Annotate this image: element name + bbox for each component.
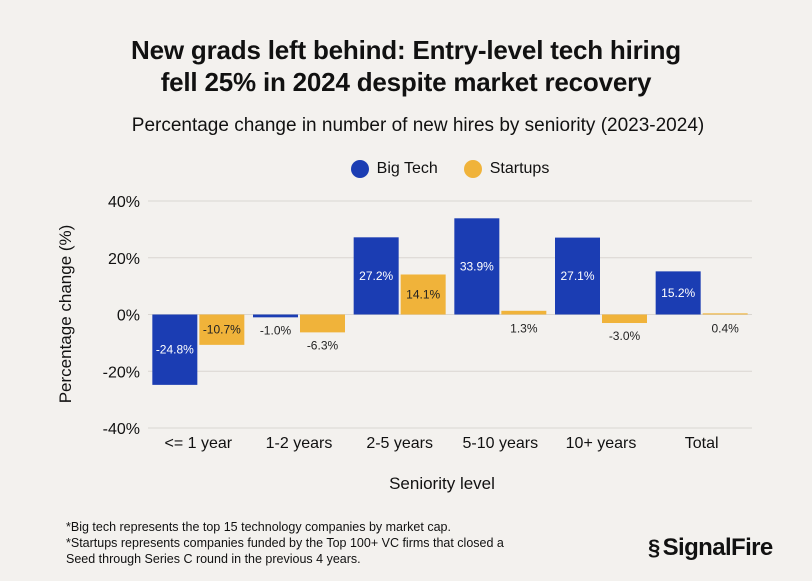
footnotes: *Big tech represents the top 15 technolo… <box>66 519 626 567</box>
footnote-startups-cont: Seed through Series C round in the previ… <box>66 552 361 566</box>
legend-label-big-tech: Big Tech <box>376 160 438 177</box>
y-tick-label: -40% <box>103 421 140 438</box>
y-tick-label: 0% <box>117 308 140 325</box>
bar-big-tech-1 <box>253 314 298 318</box>
bar-startups-0 <box>199 314 245 345</box>
bar-big-tech-0 <box>152 314 198 385</box>
signalfire-logo-text: SignalFire <box>662 534 774 561</box>
bar-label-big-tech-2: 27.2% <box>359 269 393 283</box>
bar-label-big-tech-0: -24.8% <box>156 343 194 357</box>
bar-label-startups-2: 14.1% <box>406 287 440 301</box>
x-tick-label: 2-5 years <box>366 435 433 452</box>
bar-label-startups-1: -6.3% <box>307 338 339 352</box>
bar-startups-2 <box>400 274 446 315</box>
legend-swatch-big-tech <box>350 160 369 178</box>
bar-big-tech-2 <box>353 237 399 315</box>
x-tick-label: 10+ years <box>566 435 637 452</box>
bar-label-startups-0: -10.7% <box>203 323 241 337</box>
bar-label-startups-3: 1.3% <box>510 322 538 336</box>
x-tick-label: 1-2 years <box>266 435 333 452</box>
x-tick-label: Total <box>685 435 719 452</box>
legend-item-big-tech: Big Tech <box>350 160 438 178</box>
legend-label-startups: Startups <box>489 160 550 177</box>
legend-item-startups: Startups <box>463 160 550 178</box>
x-tick-label: <= 1 year <box>165 435 233 452</box>
bar-label-startups-5: 0.4% <box>711 322 739 336</box>
bar-big-tech-4 <box>555 237 600 315</box>
bar-big-tech-3 <box>454 218 500 315</box>
bar-startups-4 <box>602 314 647 324</box>
signalfire-logo-mark-icon: § <box>648 535 660 560</box>
bar-label-startups-4: -3.0% <box>609 329 641 343</box>
bar-label-big-tech-3: 33.9% <box>460 259 494 273</box>
footnote-big-tech: *Big tech represents the top 15 technolo… <box>66 520 451 534</box>
legend-swatch-startups <box>463 160 482 178</box>
chart-title-line-1: New grads left behind: Entry-level tech … <box>131 35 681 65</box>
x-tick-label: 5-10 years <box>463 435 539 452</box>
chart-legend: Big Tech Startups <box>0 160 812 178</box>
footnote-startups: *Startups represents companies funded by… <box>66 536 504 550</box>
chart-subtitle: Percentage change in number of new hires… <box>131 115 705 136</box>
bar-startups-1 <box>300 314 345 333</box>
y-tick-label: -20% <box>103 364 140 381</box>
bar-label-big-tech-1: -1.0% <box>260 323 292 337</box>
chart-title: New grads left behind: Entry-level tech … <box>0 34 812 98</box>
bar-big-tech-5 <box>655 271 701 315</box>
signalfire-logo: § SignalFire <box>648 534 773 562</box>
y-axis-title: Percentage change (%) <box>56 225 75 404</box>
bar-label-big-tech-4: 27.1% <box>560 269 594 283</box>
chart-title-line-2: fell 25% in 2024 despite market recovery <box>160 67 652 97</box>
y-tick-label: 40% <box>108 194 140 211</box>
bar-startups-5 <box>702 313 748 315</box>
x-axis-title: Seniority level <box>389 474 495 493</box>
bar-label-big-tech-5: 15.2% <box>661 286 695 300</box>
bar-startups-3 <box>501 310 547 315</box>
y-tick-label: 20% <box>108 251 140 268</box>
